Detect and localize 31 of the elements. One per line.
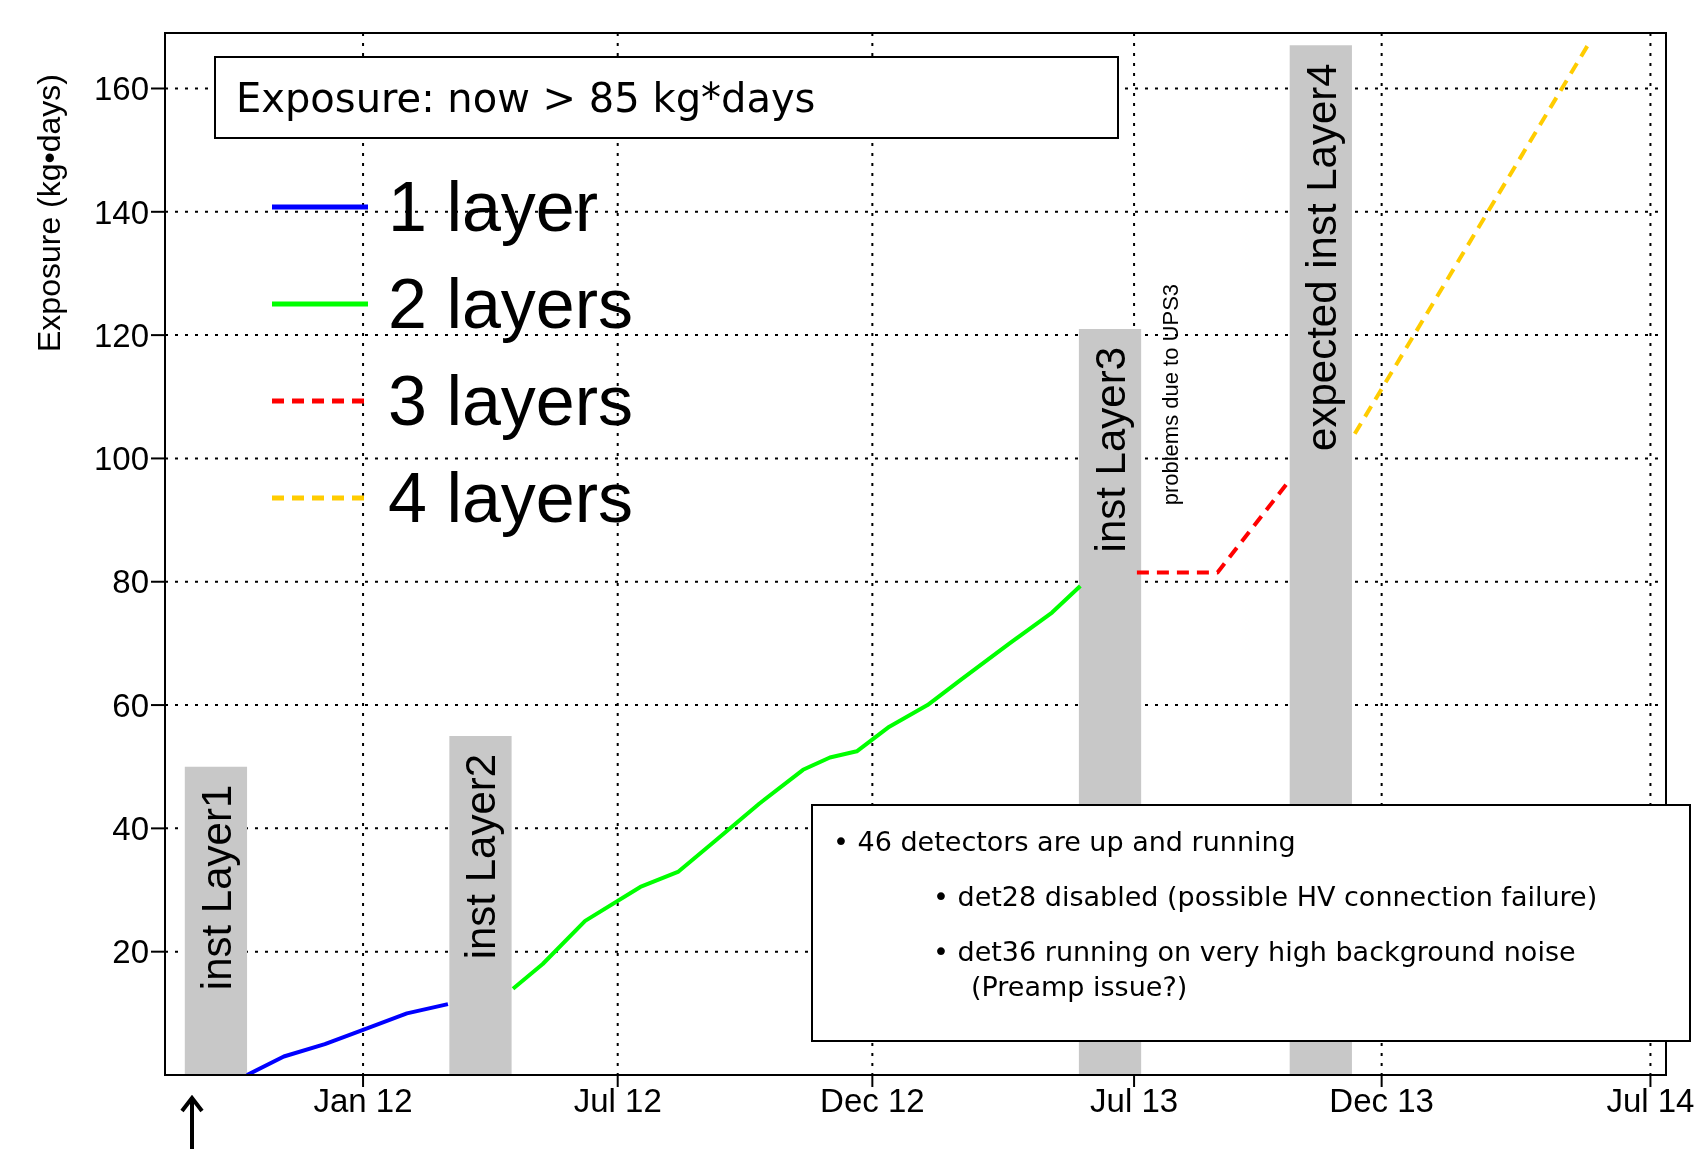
x-tick-label: Jul 14 <box>1606 1082 1695 1120</box>
y-tick-label: 120 <box>93 316 149 354</box>
annotation: inst Layer3 <box>1087 346 1135 553</box>
x-tick-label: Dec 13 <box>1329 1082 1434 1120</box>
y-tick-label: 80 <box>112 563 149 601</box>
y-tick-label: 160 <box>93 70 149 108</box>
annotation: problems due to UPS3 <box>1158 283 1184 506</box>
text-box: Exposure: now > 85 kg*days <box>214 56 1119 139</box>
y-tick-label: 140 <box>93 193 149 231</box>
y-axis-title: Exposure (kg•days) <box>31 74 67 352</box>
y-tick-label: 40 <box>112 810 149 848</box>
x-tick-label: Jul 13 <box>1090 1082 1179 1120</box>
bar <box>449 735 512 1075</box>
text-box: • 46 detectors are up and running • det28 disabled (possible HV connection failure) • det36 running on very high background noise (Preamp issue?) <box>811 804 1691 1043</box>
x-tick-label: Jan 12 <box>313 1082 413 1120</box>
legend-label: 2 layers <box>388 263 634 344</box>
annotation: inst Layer2 <box>457 753 505 960</box>
annotation: • 46 detectors are up and running <box>833 825 1297 859</box>
legend-label: 4 layers <box>388 457 634 538</box>
line-series <box>245 1002 450 1075</box>
annotation: inst Layer1 <box>192 784 240 991</box>
y-tick-label: 60 <box>112 686 149 724</box>
legend-label: 3 layers <box>388 360 634 441</box>
annotation: • det28 disabled (possible HV connection failure) <box>933 880 1599 915</box>
x-tick-label: Dec 12 <box>820 1082 925 1120</box>
y-tick-label: 100 <box>93 440 149 478</box>
x-tick-label: Jul 12 <box>573 1082 662 1120</box>
y-tick-label: 20 <box>112 933 149 971</box>
legend-label: 1 layer <box>388 166 599 247</box>
annotation: • det36 running on very high background noise (Preamp issue?) <box>933 935 1577 1005</box>
annotation: expected inst Layer4 <box>1297 63 1345 451</box>
